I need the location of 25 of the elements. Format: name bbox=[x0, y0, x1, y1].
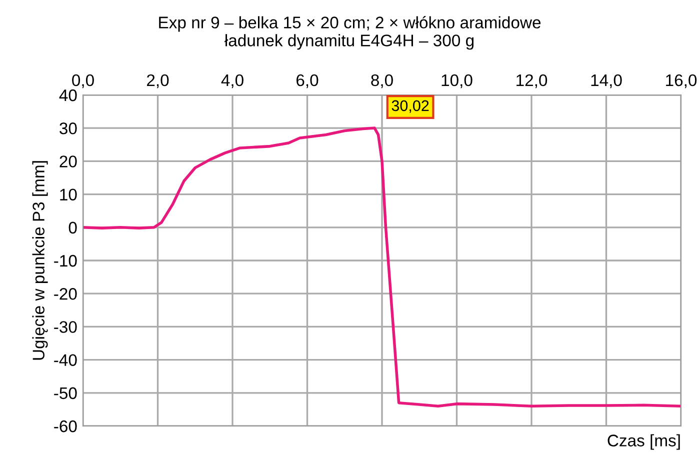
chart-title: Exp nr 9 – belka 15 × 20 cm; 2 × włókno aramidowe ładunek dynamitu E4G4H – 300 g bbox=[159, 16, 541, 50]
x-axis-title: Czas [ms] bbox=[608, 434, 680, 450]
x-tick-label: 14,0 bbox=[591, 74, 622, 88]
y-tick-label: 0 bbox=[68, 222, 77, 234]
line-series bbox=[83, 126, 681, 408]
y-tick-label: 10 bbox=[60, 188, 77, 201]
y-tick-label: -60 bbox=[54, 420, 77, 432]
x-tick-label: 6,0 bbox=[296, 74, 318, 88]
y-tick-label: -20 bbox=[54, 288, 77, 300]
x-tick-label: 16,0 bbox=[666, 74, 697, 88]
y-tick-label: -50 bbox=[54, 387, 77, 400]
y-tick-label: -30 bbox=[54, 321, 77, 333]
x-tick-label: 4,0 bbox=[221, 74, 244, 88]
y-tick-label: 20 bbox=[60, 156, 77, 168]
y-tick-label: 40 bbox=[59, 89, 77, 102]
x-tick-label: 8,0 bbox=[371, 74, 393, 88]
annotation: 30,02 bbox=[392, 100, 429, 113]
y-tick-label: -40 bbox=[54, 354, 77, 366]
y-axis-title: Ugięcie w punkcie P3 [mm] bbox=[32, 161, 48, 360]
x-tick-label: 2,0 bbox=[147, 74, 169, 88]
y-tick-label: -10 bbox=[54, 254, 77, 267]
x-tick-label: 10,0 bbox=[442, 74, 472, 88]
x-tick-label: 0,0 bbox=[72, 74, 94, 88]
x-tick-label: 12,0 bbox=[516, 74, 548, 88]
y-tick-label: 30 bbox=[60, 122, 77, 134]
